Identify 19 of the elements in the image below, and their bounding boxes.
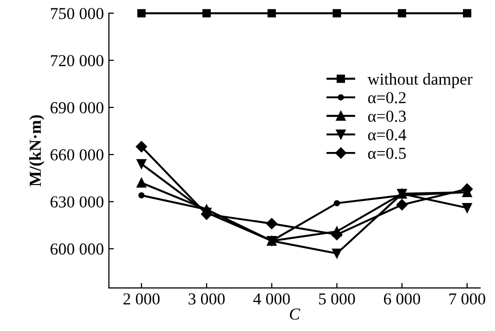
legend-label: α=0.4 [368,129,406,140]
y-tick-label: 720 000 [50,55,104,66]
y-tick-label: 600 000 [50,243,104,255]
x-tick-label: 5 000 [319,293,355,305]
y-axis-title: M/(kN·m) [29,115,44,186]
y-tick-label: 750 000 [50,8,104,20]
y-tick-label: 660 000 [50,149,104,160]
x-tick-label: 6 000 [384,293,420,305]
legend-label: α=0.5 [368,148,406,160]
legend-label: without damper [368,73,472,88]
x-tick-label: 4 000 [253,293,290,305]
legend-label: α=0.2 [368,92,406,104]
y-tick-label: 630 000 [50,196,104,208]
x-tick-label: 2 000 [123,293,160,305]
legend-label: α=0.3 [368,110,406,122]
x-tick-label: 3 000 [188,293,225,305]
y-tick-label: 690 000 [50,102,104,114]
x-axis-title: C [290,308,300,320]
x-tick-label: 7 000 [449,293,486,305]
